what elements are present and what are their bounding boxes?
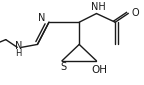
Text: N: N <box>38 13 46 23</box>
Text: N: N <box>15 41 22 51</box>
Text: H: H <box>16 49 22 58</box>
Text: O: O <box>131 8 139 18</box>
Text: NH: NH <box>91 2 105 12</box>
Text: OH: OH <box>91 65 107 75</box>
Text: S: S <box>60 62 66 72</box>
